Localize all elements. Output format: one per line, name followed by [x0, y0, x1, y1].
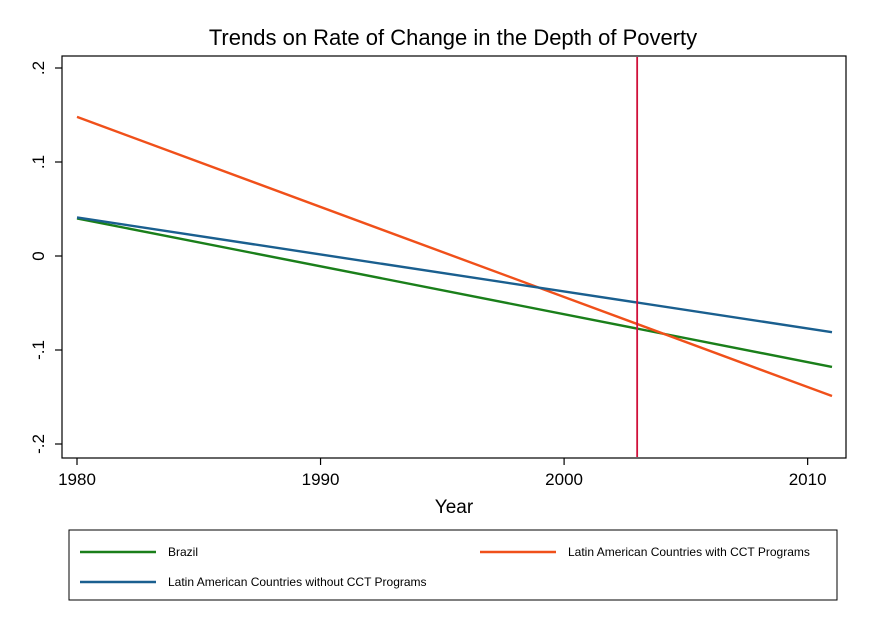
legend-label-1: Latin American Countries with CCT Progra… — [568, 545, 810, 559]
x-tick-label: 1990 — [302, 470, 340, 489]
x-axis: 1980 1990 2000 2010 — [58, 458, 827, 489]
series-line-0 — [76, 217, 833, 369]
y-axis: -.2 -.1 0 .1 .2 — [29, 61, 62, 454]
x-axis-label: Year — [435, 497, 474, 518]
series-lines — [76, 115, 833, 398]
legend-label-0: Brazil — [168, 545, 198, 559]
series-line-2 — [76, 216, 833, 334]
legend: Brazil Latin American Countries with CCT … — [80, 545, 810, 589]
chart-title: Trends on Rate of Change in the Depth of… — [209, 25, 697, 50]
x-tick-label: 2000 — [545, 470, 583, 489]
legend-label-2: Latin American Countries without CCT Pro… — [168, 575, 427, 589]
legend-box — [68, 529, 838, 601]
x-tick-label: 1980 — [58, 470, 96, 489]
y-tick-label: -.1 — [29, 340, 48, 360]
plot-area-frame — [61, 55, 847, 459]
y-tick-label: .1 — [29, 155, 48, 169]
series-line-1 — [76, 115, 833, 398]
y-tick-label: -.2 — [29, 434, 48, 454]
x-tick-label: 2010 — [789, 470, 827, 489]
y-tick-label: 0 — [29, 251, 48, 260]
y-tick-label: .2 — [29, 61, 48, 75]
